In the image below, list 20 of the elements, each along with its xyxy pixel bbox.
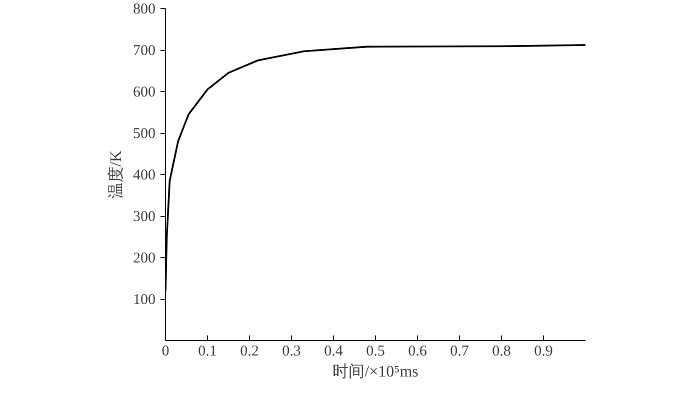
x-tick-label: 0.7 <box>450 344 470 360</box>
y-tick-label: 800 <box>133 2 156 18</box>
x-tick-label: 0.9 <box>534 344 553 360</box>
y-tick-label: 400 <box>133 168 156 184</box>
x-axis-title: 时间/×10⁵ms <box>332 362 418 380</box>
x-tick-label: 0.1 <box>198 344 217 360</box>
x-tick-label: 0.5 <box>366 344 385 360</box>
x-tick-label: 0.3 <box>282 344 301 360</box>
y-tick-label: 200 <box>133 250 156 266</box>
y-tick-label: 600 <box>133 84 156 100</box>
y-tick-label: 700 <box>133 43 156 59</box>
y-axis-title: 温度/K <box>107 150 125 198</box>
x-tick-label: 0.8 <box>492 344 511 360</box>
x-tick-label: 0.2 <box>240 344 259 360</box>
x-tick-label: 0.4 <box>324 344 344 360</box>
x-tick-label: 0.6 <box>408 344 428 360</box>
y-tick-label: 300 <box>133 209 156 225</box>
y-tick-label: 500 <box>133 126 156 142</box>
x-tick-label: 0 <box>162 344 170 360</box>
y-tick-label: 100 <box>133 292 156 308</box>
